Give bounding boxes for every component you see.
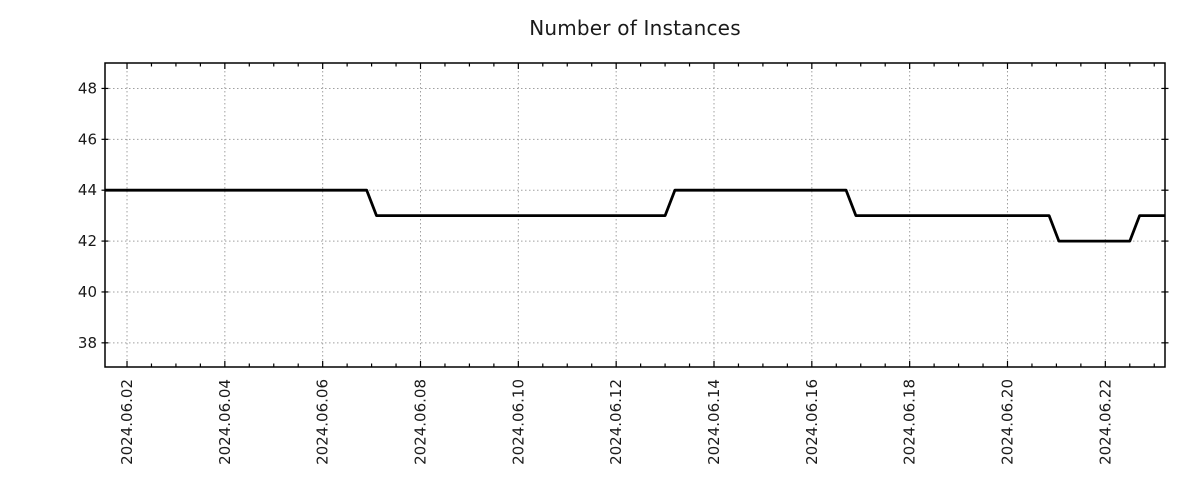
y-tick-label: 42	[78, 232, 97, 250]
x-tick-label: 2024.06.02	[118, 379, 136, 465]
x-tick-label: 2024.06.16	[803, 379, 821, 465]
x-tick-label: 2024.06.22	[1096, 379, 1114, 465]
x-tick-label: 2024.06.14	[705, 379, 723, 465]
x-tick-label: 2024.06.18	[901, 379, 919, 465]
y-tick-label: 40	[78, 283, 97, 301]
series-line-instances	[105, 188, 1165, 243]
y-tick-label: 48	[78, 79, 97, 97]
chart-title: Number of Instances	[529, 16, 741, 40]
x-tick-label: 2024.06.10	[509, 379, 527, 465]
y-tick-label: 38	[78, 334, 97, 352]
x-tick-label: 2024.06.04	[216, 379, 234, 465]
x-tick-label: 2024.06.20	[998, 379, 1016, 465]
x-tick-label: 2024.06.12	[607, 379, 625, 465]
y-tick-label: 44	[78, 181, 97, 199]
plot-border	[104, 62, 1166, 368]
x-tick-label: 2024.06.08	[412, 379, 430, 465]
y-tick-label: 46	[78, 130, 97, 148]
x-tick-label: 2024.06.06	[314, 379, 332, 465]
